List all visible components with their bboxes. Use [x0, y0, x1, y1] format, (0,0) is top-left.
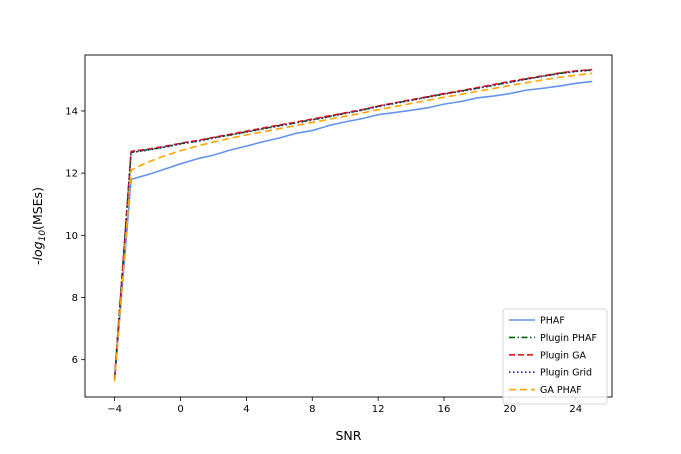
x-tick-label: 12 [372, 404, 385, 415]
y-tick-label: 6 [72, 355, 78, 366]
x-axis-label: SNR [336, 428, 362, 443]
y-axis-label: -log10(MSEs) [30, 187, 48, 265]
series-line-ga-phaf [113, 72, 593, 382]
legend-box [502, 308, 608, 405]
y-axis-label-suffix: (MSEs) [30, 187, 45, 230]
legend-label: GA PHAF [540, 385, 582, 396]
x-tick-label: 24 [569, 404, 582, 415]
x-tick-label: 20 [504, 404, 517, 415]
y-tick-label: 12 [65, 169, 78, 180]
y-axis-ticks: 6 8 10 12 14 [65, 106, 85, 366]
legend-label: Plugin Grid [540, 368, 592, 379]
x-axis-ticks: −4 0 4 8 12 16 20 24 [107, 397, 582, 415]
x-tick-label: 4 [243, 404, 249, 415]
legend-label: PHAF [540, 316, 565, 327]
y-axis-label-subscript: 10 [38, 230, 48, 242]
x-tick-label: 16 [438, 404, 451, 415]
y-tick-label: 8 [72, 293, 78, 304]
series-line-phaf [113, 80, 593, 380]
y-tick-label: 14 [65, 106, 78, 117]
series-lines [113, 68, 593, 382]
x-tick-label: 8 [309, 404, 315, 415]
y-tick-label: 10 [65, 231, 78, 242]
legend-label: Plugin GA [540, 350, 586, 361]
legend: PHAF Plugin PHAF Plugin GA Plugin Grid GA PH… [502, 308, 608, 405]
plot-frame [84, 54, 613, 398]
x-tick-label: 0 [177, 404, 183, 415]
y-axis-label-prefix: -log [30, 241, 45, 265]
x-tick-label: −4 [107, 404, 122, 415]
legend-label: Plugin PHAF [540, 333, 597, 344]
series-line-plugin-grid [113, 69, 593, 380]
